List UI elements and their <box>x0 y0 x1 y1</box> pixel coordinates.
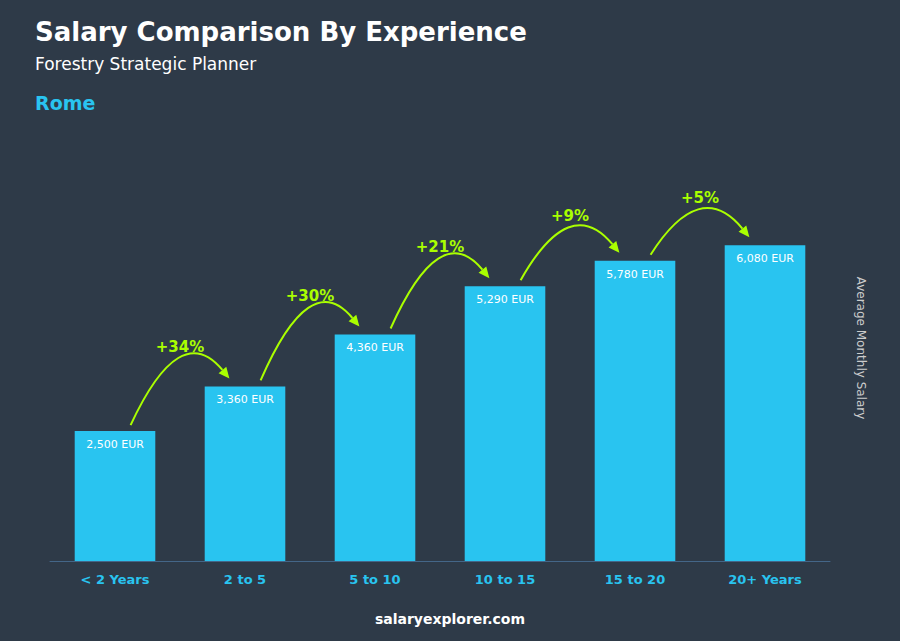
svg-text:20+ Years: 20+ Years <box>728 572 802 587</box>
svg-text:+9%: +9% <box>551 207 589 225</box>
svg-text:5,780 EUR: 5,780 EUR <box>606 268 664 281</box>
svg-text:Average Monthly Salary: Average Monthly Salary <box>854 277 868 420</box>
svg-text:2 to 5: 2 to 5 <box>224 572 266 587</box>
svg-text:2,500 EUR: 2,500 EUR <box>86 438 144 451</box>
svg-text:4,360 EUR: 4,360 EUR <box>346 341 404 354</box>
svg-text:10 to 15: 10 to 15 <box>475 572 535 587</box>
svg-text:salaryexplorer.com: salaryexplorer.com <box>375 611 525 627</box>
svg-text:3,360 EUR: 3,360 EUR <box>216 393 274 406</box>
svg-text:5,290 EUR: 5,290 EUR <box>476 293 534 306</box>
svg-text:Rome: Rome <box>35 92 95 114</box>
svg-text:< 2 Years: < 2 Years <box>81 572 150 587</box>
svg-text:+30%: +30% <box>286 287 334 305</box>
svg-text:Forestry Strategic Planner: Forestry Strategic Planner <box>35 54 256 74</box>
svg-text:15 to 20: 15 to 20 <box>605 572 665 587</box>
svg-text:+34%: +34% <box>156 338 204 356</box>
svg-text:6,080 EUR: 6,080 EUR <box>736 252 794 265</box>
svg-text:+5%: +5% <box>681 189 719 207</box>
svg-text:+21%: +21% <box>416 238 464 256</box>
svg-text:Salary Comparison By Experienc: Salary Comparison By Experience <box>35 17 527 47</box>
svg-text:5 to 10: 5 to 10 <box>349 572 400 587</box>
